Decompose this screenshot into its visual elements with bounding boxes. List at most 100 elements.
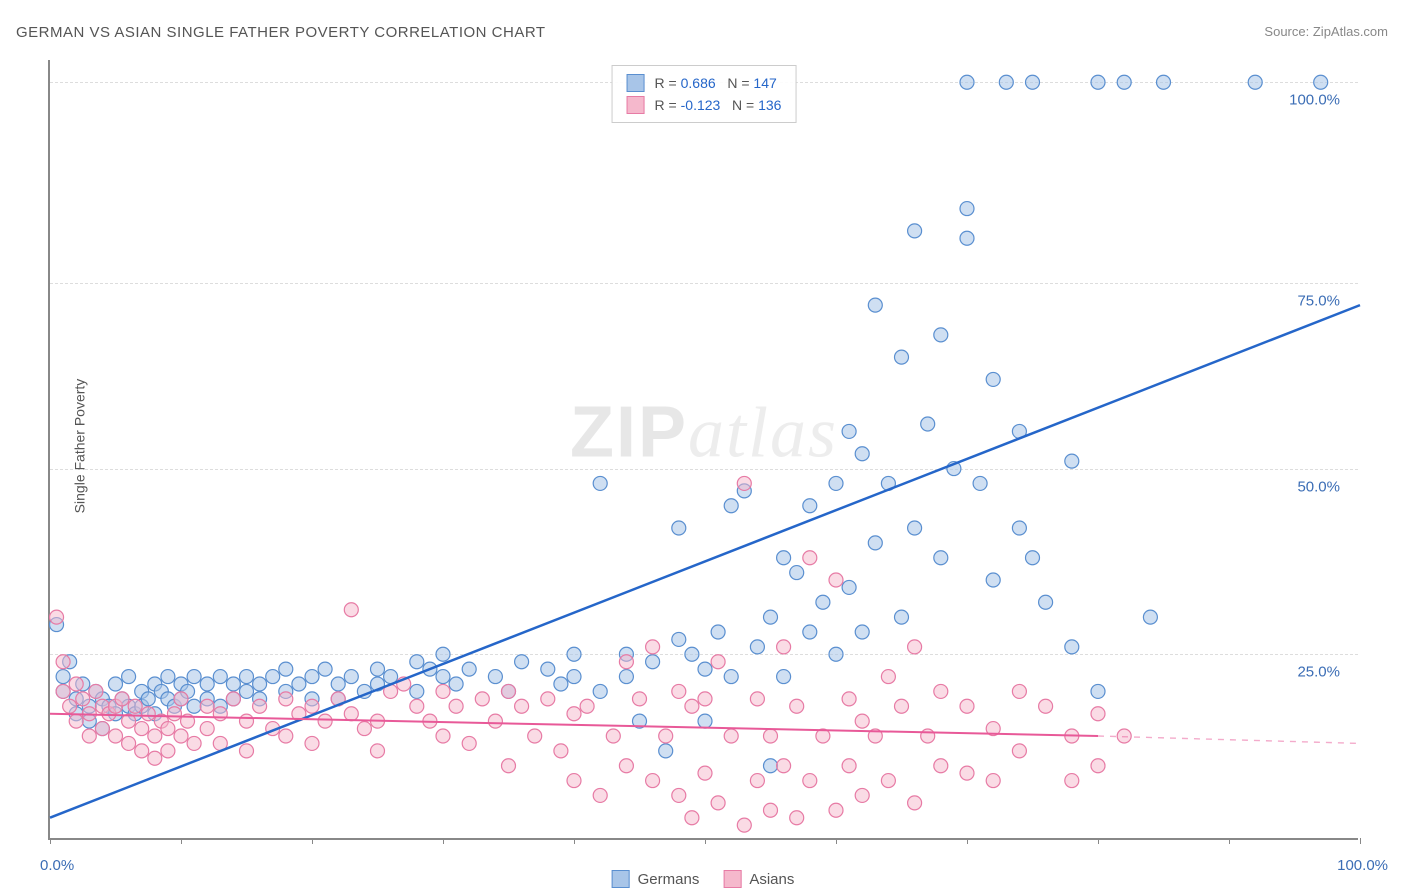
scatter-point-asians	[436, 729, 450, 743]
scatter-point-asians	[593, 788, 607, 802]
scatter-point-germans	[1065, 454, 1079, 468]
scatter-point-asians	[934, 684, 948, 698]
scatter-point-germans	[56, 670, 70, 684]
scatter-point-asians	[528, 729, 542, 743]
scatter-point-asians	[318, 714, 332, 728]
scatter-point-asians	[344, 603, 358, 617]
scatter-point-germans	[213, 670, 227, 684]
scatter-point-asians	[633, 692, 647, 706]
x-tick	[1229, 838, 1230, 844]
scatter-point-asians	[619, 655, 633, 669]
scatter-point-asians	[213, 707, 227, 721]
scatter-point-asians	[790, 811, 804, 825]
scatter-point-germans	[829, 647, 843, 661]
scatter-point-asians	[737, 818, 751, 832]
scatter-point-germans	[1039, 595, 1053, 609]
scatter-point-asians	[167, 707, 181, 721]
scatter-point-germans	[1248, 75, 1262, 89]
scatter-point-germans	[488, 670, 502, 684]
scatter-point-asians	[174, 729, 188, 743]
scatter-point-germans	[1091, 75, 1105, 89]
x-tick	[1098, 838, 1099, 844]
scatter-point-asians	[148, 729, 162, 743]
scatter-point-asians	[305, 736, 319, 750]
scatter-point-germans	[724, 670, 738, 684]
scatter-point-germans	[895, 610, 909, 624]
trend-line-germans	[50, 305, 1360, 818]
scatter-point-asians	[554, 744, 568, 758]
scatter-point-germans	[960, 75, 974, 89]
scatter-point-germans	[515, 655, 529, 669]
x-tick	[312, 838, 313, 844]
scatter-point-germans	[986, 573, 1000, 587]
scatter-point-asians	[475, 692, 489, 706]
scatter-point-asians	[646, 640, 660, 654]
scatter-point-germans	[698, 714, 712, 728]
scatter-point-asians	[842, 692, 856, 706]
scatter-point-asians	[580, 699, 594, 713]
scatter-point-germans	[436, 647, 450, 661]
scatter-point-germans	[567, 670, 581, 684]
scatter-point-asians	[488, 714, 502, 728]
source-link[interactable]: ZipAtlas.com	[1313, 24, 1388, 39]
scatter-point-asians	[148, 751, 162, 765]
stats-row: R = -0.123 N = 136	[627, 94, 782, 116]
scatter-point-germans	[279, 662, 293, 676]
scatter-point-asians	[960, 699, 974, 713]
scatter-point-germans	[371, 662, 385, 676]
scatter-point-asians	[141, 707, 155, 721]
scatter-point-germans	[449, 677, 463, 691]
scatter-point-germans	[895, 350, 909, 364]
scatter-point-asians	[109, 729, 123, 743]
scatter-point-asians	[253, 699, 267, 713]
scatter-point-germans	[266, 670, 280, 684]
scatter-point-germans	[855, 625, 869, 639]
scatter-point-germans	[436, 670, 450, 684]
scatter-point-asians	[986, 774, 1000, 788]
stats-text: R = 0.686 N = 147	[655, 75, 777, 91]
scatter-point-asians	[1091, 759, 1105, 773]
scatter-point-asians	[685, 811, 699, 825]
scatter-point-germans	[1117, 75, 1131, 89]
scatter-point-asians	[279, 729, 293, 743]
scatter-point-germans	[240, 684, 254, 698]
scatter-point-asians	[921, 729, 935, 743]
x-tick	[1360, 838, 1361, 844]
scatter-point-germans	[141, 692, 155, 706]
scatter-point-asians	[764, 729, 778, 743]
scatter-point-asians	[161, 744, 175, 758]
chart-container: GERMAN VS ASIAN SINGLE FATHER POVERTY CO…	[0, 0, 1406, 892]
scatter-point-germans	[187, 699, 201, 713]
scatter-point-asians	[279, 692, 293, 706]
scatter-point-asians	[1012, 744, 1026, 758]
scatter-point-asians	[711, 796, 725, 810]
scatter-point-germans	[1026, 551, 1040, 565]
stats-text: R = -0.123 N = 136	[655, 97, 782, 113]
x-tick	[574, 838, 575, 844]
scatter-point-asians	[462, 736, 476, 750]
source-label: Source:	[1264, 24, 1309, 39]
scatter-point-germans	[934, 328, 948, 342]
scatter-point-germans	[685, 647, 699, 661]
scatter-point-germans	[868, 298, 882, 312]
scatter-point-asians	[934, 759, 948, 773]
scatter-point-asians	[724, 729, 738, 743]
scatter-point-asians	[672, 684, 686, 698]
scatter-point-asians	[357, 722, 371, 736]
x-axis-max-label: 100.0%	[1337, 857, 1388, 874]
scatter-point-germans	[986, 372, 1000, 386]
scatter-point-germans	[750, 640, 764, 654]
scatter-point-asians	[908, 640, 922, 654]
scatter-point-asians	[76, 692, 90, 706]
scatter-point-asians	[606, 729, 620, 743]
scatter-point-germans	[921, 417, 935, 431]
scatter-point-asians	[122, 736, 136, 750]
scatter-point-asians	[344, 707, 358, 721]
scatter-point-asians	[790, 699, 804, 713]
scatter-point-germans	[646, 655, 660, 669]
scatter-point-asians	[764, 803, 778, 817]
scatter-point-asians	[135, 744, 149, 758]
scatter-point-asians	[371, 744, 385, 758]
legend-swatch	[612, 870, 630, 888]
plot-svg	[50, 60, 1358, 838]
